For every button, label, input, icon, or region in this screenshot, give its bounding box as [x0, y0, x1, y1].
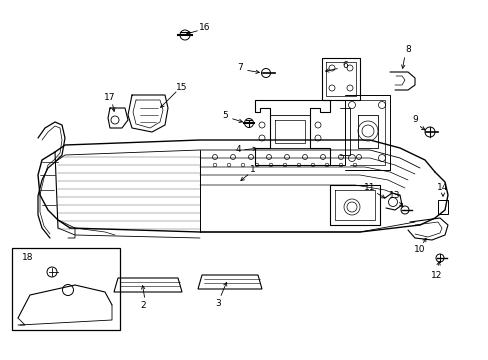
Text: 11: 11 — [364, 184, 375, 193]
Text: 13: 13 — [388, 192, 400, 201]
Text: 12: 12 — [430, 270, 442, 279]
Text: 18: 18 — [22, 253, 34, 262]
Text: 6: 6 — [342, 60, 347, 69]
Text: 2: 2 — [140, 301, 145, 310]
Text: 16: 16 — [199, 22, 210, 31]
Text: 9: 9 — [411, 116, 417, 125]
Text: 3: 3 — [215, 298, 221, 307]
Text: 1: 1 — [250, 166, 255, 175]
Bar — [12, 248, 120, 330]
Bar — [437, 200, 447, 214]
Text: 15: 15 — [176, 82, 187, 91]
Text: 5: 5 — [222, 112, 227, 121]
Text: 10: 10 — [413, 246, 425, 255]
Text: 7: 7 — [237, 63, 243, 72]
Text: 17: 17 — [104, 93, 116, 102]
Text: 14: 14 — [436, 184, 448, 193]
Text: 4: 4 — [235, 145, 240, 154]
Text: 8: 8 — [404, 45, 410, 54]
